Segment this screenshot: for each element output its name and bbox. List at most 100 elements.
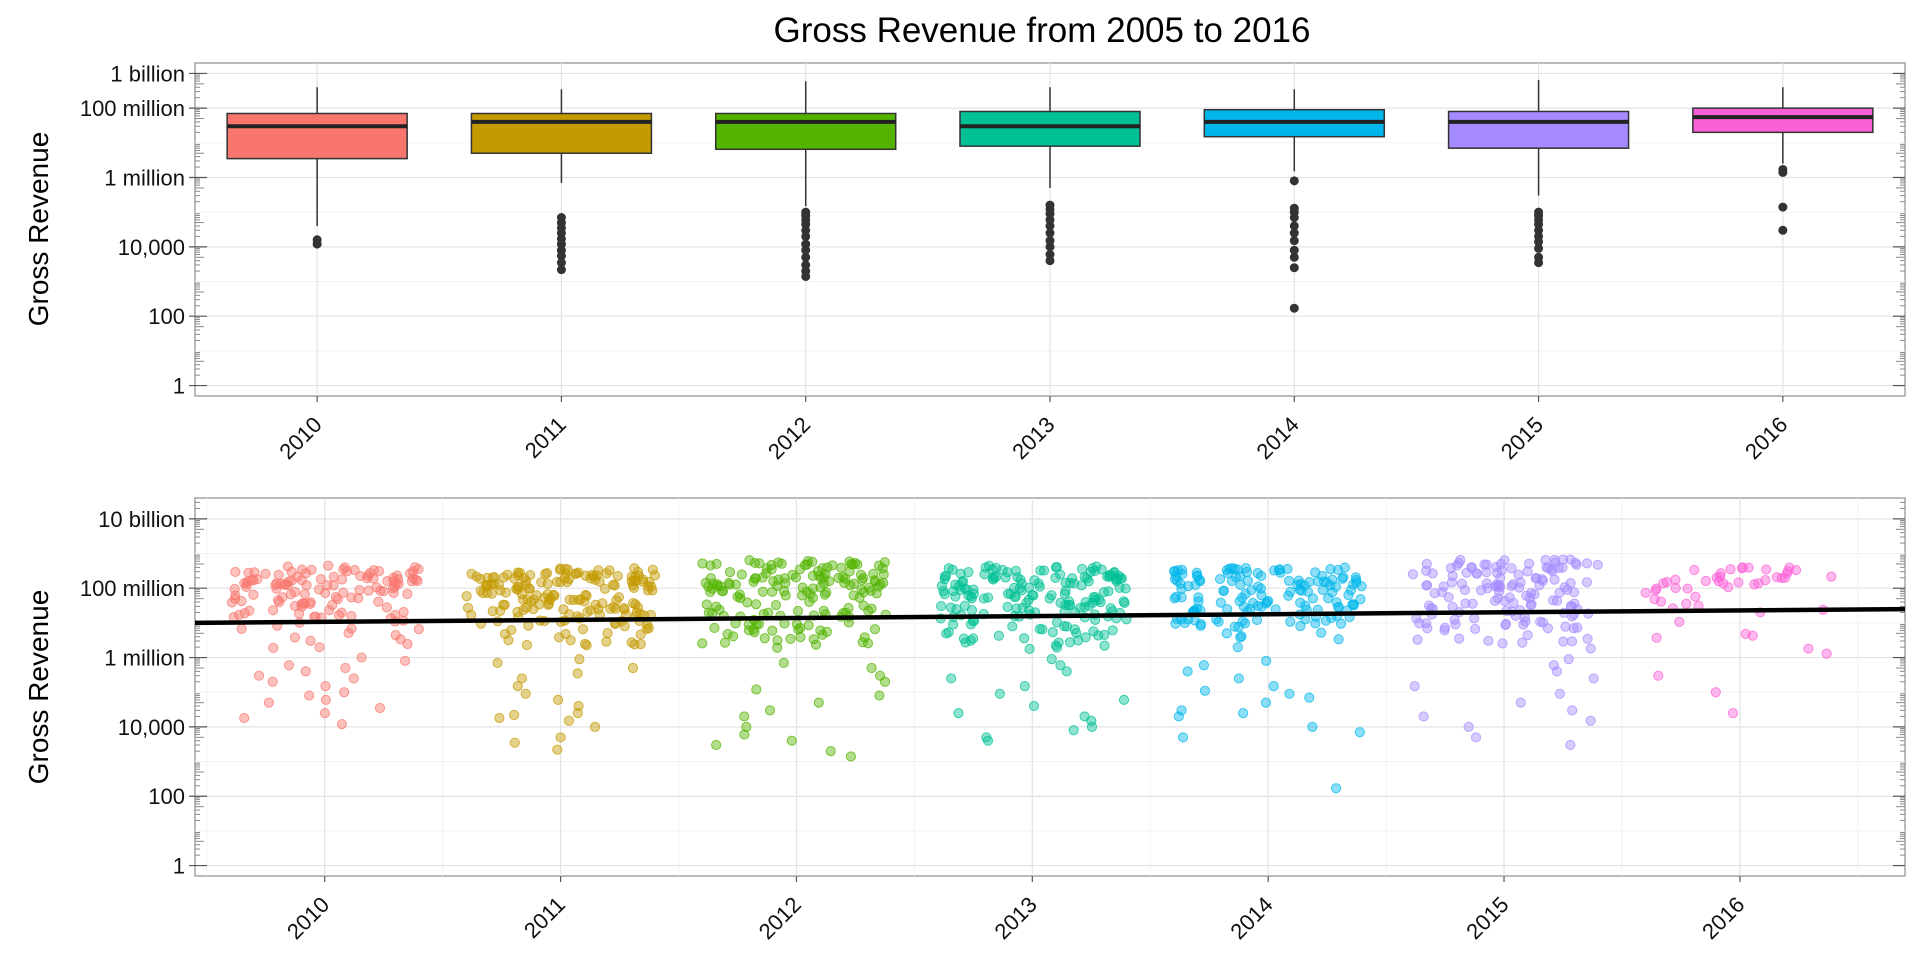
box-iqr: [714, 112, 897, 151]
data-point: [399, 655, 411, 667]
data-point: [241, 581, 252, 592]
data-point: [844, 566, 855, 577]
data-point: [563, 715, 575, 726]
data-point: [1727, 707, 1739, 719]
data-point: [1517, 637, 1528, 648]
data-point: [1521, 590, 1532, 601]
outlier-point: [801, 239, 811, 249]
data-point: [1495, 572, 1506, 584]
data-point: [602, 628, 613, 639]
x-tick-label: 2013: [1007, 412, 1059, 464]
data-point: [723, 577, 734, 589]
data-point: [1557, 562, 1568, 573]
data-point: [1055, 569, 1066, 580]
data-point: [1826, 571, 1837, 582]
data-point: [1445, 563, 1457, 574]
data-point: [1256, 590, 1267, 601]
data-point: [239, 712, 250, 724]
data-point: [1347, 599, 1358, 610]
data-point: [346, 592, 357, 603]
data-point: [1089, 565, 1100, 577]
data-point: [1481, 578, 1492, 589]
x-tick-label: 2013: [990, 892, 1042, 944]
data-point: [601, 636, 612, 647]
data-point: [253, 670, 265, 681]
data-point: [626, 576, 637, 587]
data-point: [604, 565, 615, 576]
data-point: [815, 582, 826, 593]
data-point: [268, 642, 279, 653]
data-point: [1063, 596, 1075, 607]
data-point: [1238, 601, 1249, 612]
data-point: [1229, 621, 1240, 632]
data-point: [1560, 621, 1571, 632]
data-point: [1585, 643, 1596, 654]
data-point: [711, 739, 722, 751]
outlier-point: [1289, 203, 1299, 213]
data-point: [852, 559, 863, 570]
data-point: [494, 712, 505, 724]
x-tick-label: 2010: [274, 412, 326, 464]
data-point: [1293, 575, 1304, 586]
outlier-point: [1534, 252, 1544, 262]
data-point: [1514, 582, 1525, 593]
data-point: [1547, 566, 1558, 577]
data-point: [818, 605, 829, 616]
outlier-point: [1778, 164, 1788, 174]
data-point: [585, 605, 596, 616]
data-point: [554, 632, 565, 643]
data-point: [1592, 559, 1603, 570]
data-point: [1553, 562, 1564, 574]
data-point: [343, 627, 354, 639]
data-point: [1771, 572, 1782, 583]
data-point: [1177, 732, 1189, 743]
data-point: [821, 626, 832, 637]
data-point: [1581, 558, 1593, 569]
outlier-point: [1289, 228, 1299, 238]
data-point: [1304, 576, 1315, 588]
data-point: [521, 639, 533, 651]
data-point: [338, 587, 349, 598]
data-point: [305, 598, 316, 610]
data-point: [950, 591, 961, 602]
data-point: [289, 600, 301, 612]
data-point: [260, 568, 271, 579]
box-2012: [714, 81, 897, 281]
data-point: [304, 690, 315, 701]
data-point: [590, 574, 601, 585]
scatter-group-2012: [697, 555, 891, 762]
data-point: [299, 598, 311, 609]
boxplot-x-axis: 2010 2011 2012 2013 2014 2015 2016: [274, 396, 1792, 464]
data-point: [356, 652, 367, 663]
data-point: [1089, 594, 1101, 606]
data-point: [770, 599, 782, 611]
data-point: [229, 583, 240, 595]
data-point: [1296, 585, 1307, 596]
data-point: [1470, 732, 1482, 743]
data-point: [323, 560, 334, 571]
data-point: [751, 684, 762, 695]
x-tick-label: 2014: [1225, 892, 1277, 944]
data-point: [1007, 621, 1018, 632]
data-point: [1237, 616, 1248, 627]
data-point: [697, 558, 708, 569]
data-point: [724, 566, 736, 578]
data-point: [1427, 568, 1438, 579]
data-point: [1003, 588, 1014, 599]
data-point: [1261, 598, 1272, 609]
data-point: [560, 568, 571, 579]
data-point: [958, 575, 969, 587]
data-point: [320, 694, 331, 706]
data-point: [1330, 581, 1342, 592]
x-tick-label: 2014: [1252, 412, 1304, 464]
data-point: [388, 572, 399, 583]
data-point: [822, 562, 833, 573]
data-point: [1568, 587, 1580, 598]
data-point: [402, 638, 413, 650]
data-point: [1325, 564, 1336, 575]
x-tick-label: 2011: [519, 892, 570, 943]
data-point: [1093, 594, 1105, 605]
data-point: [1421, 580, 1433, 591]
data-point: [236, 596, 247, 607]
